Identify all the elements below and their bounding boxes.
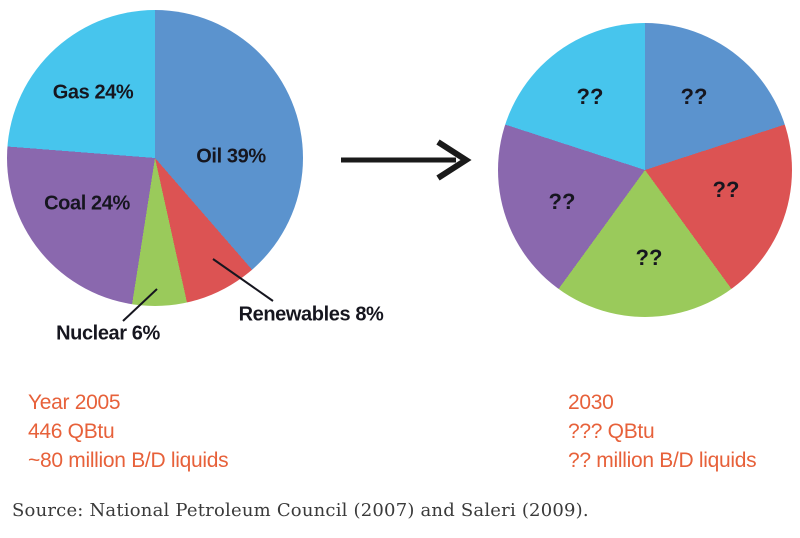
caption-2005: Year 2005 446 QBtu ~80 million B/D liqui… xyxy=(28,388,229,475)
slice-label-renewables: Renewables 8% xyxy=(238,303,384,326)
slice-label-unknown-gas: ?? xyxy=(576,84,604,109)
caption-2005-year: Year 2005 xyxy=(28,391,121,414)
slice-label-unknown-renewables: ?? xyxy=(712,177,740,202)
pie-chart-2005 xyxy=(7,10,303,306)
slice-label-oil: Oil 39% xyxy=(196,145,266,168)
caption-2030-liquids: ?? million B/D liquids xyxy=(568,449,757,472)
slice-label-unknown-oil: ?? xyxy=(680,84,708,109)
pie-chart-2030 xyxy=(498,23,792,317)
caption-2030: 2030 ??? QBtu ?? million B/D liquids xyxy=(568,388,757,475)
caption-2005-qbtu: 446 QBtu xyxy=(28,420,115,443)
slice-label-unknown-coal: ?? xyxy=(548,189,576,214)
caption-2030-year: 2030 xyxy=(568,391,614,414)
slice-label-gas: Gas 24% xyxy=(52,81,134,104)
arrow-right-icon xyxy=(341,139,472,181)
slice-label-unknown-nuclear: ?? xyxy=(635,245,663,270)
slice-label-nuclear: Nuclear 6% xyxy=(56,322,160,345)
slice-label-coal: Coal 24% xyxy=(44,192,130,215)
caption-2005-liquids: ~80 million B/D liquids xyxy=(28,449,229,472)
caption-2030-qbtu: ??? QBtu xyxy=(568,420,655,443)
source-note: Source: National Petroleum Council (2007… xyxy=(12,500,589,521)
